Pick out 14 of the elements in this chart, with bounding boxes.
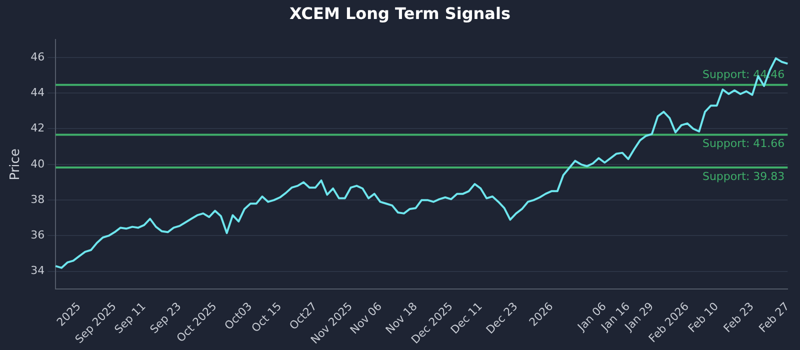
y-tick-label: 36 — [30, 228, 45, 242]
x-tick-label: Feb 23 — [721, 300, 756, 336]
y-tick-label: 46 — [30, 50, 45, 64]
ref-line-label: Support: 39.83 — [702, 170, 785, 183]
y-tick-label: 38 — [30, 192, 45, 206]
chart-title: XCEM Long Term Signals — [288, 4, 512, 23]
ref-line-label: Support: 41.66 — [702, 137, 785, 150]
y-axis-title: Price — [8, 148, 24, 180]
y-tick-label: 34 — [30, 264, 45, 278]
y-tick-label: 42 — [30, 122, 45, 135]
y-tick-label: 44 — [30, 86, 45, 99]
x-tick-label: Dec 23 — [484, 300, 520, 336]
y-tick-label: 40 — [30, 157, 45, 170]
x-tick-label: Feb 27 — [756, 300, 792, 336]
